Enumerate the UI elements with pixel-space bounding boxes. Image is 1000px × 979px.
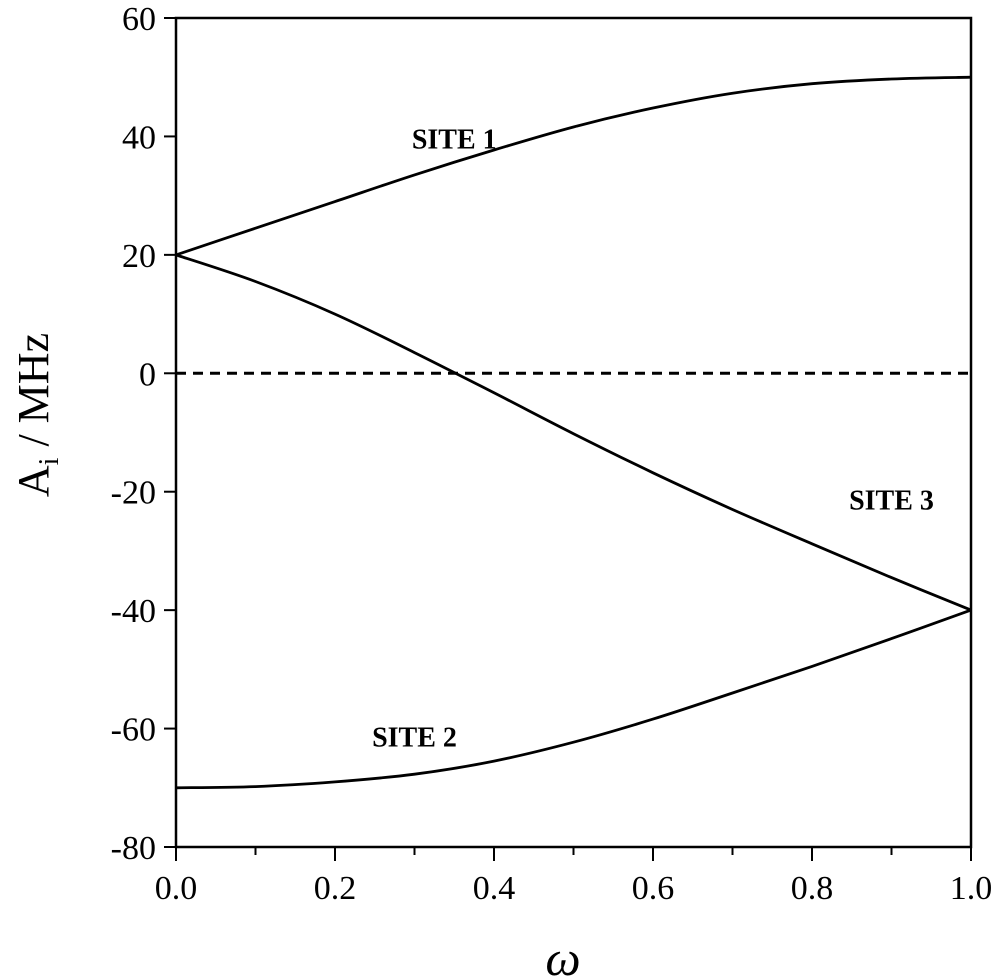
y-tick-label: -40 (111, 593, 156, 630)
series-group (175, 75, 972, 790)
y-axis-title-unit: / MHz (9, 333, 58, 458)
x-tick-label: 0.6 (632, 870, 675, 907)
y-axis-title-subscript: i (34, 457, 65, 465)
x-tick-label: 1.0 (950, 870, 993, 907)
x-tick-label: 0.0 (155, 870, 198, 907)
series-label-site-3: SITE 3 (849, 485, 934, 516)
series-line-site-1 (175, 75, 972, 257)
ticks-group (164, 17, 972, 861)
series-labels-group: SITE 1 SITE 2 SITE 3 (372, 124, 934, 753)
series-label-site-2: SITE 2 (372, 722, 457, 753)
y-axis-title: Ai / MHz (9, 333, 65, 497)
series-line-site-3 (175, 253, 972, 612)
y-tick-label: 20 (122, 238, 156, 275)
x-axis-title: ω (545, 930, 580, 979)
series-line-site-2 (175, 608, 972, 790)
x-tick-label: 0.2 (314, 870, 357, 907)
y-tick-label: -80 (111, 830, 156, 867)
x-tick-label: 0.8 (791, 870, 834, 907)
y-tick-label: -20 (111, 475, 156, 512)
y-axis-title-main: A (9, 465, 58, 497)
x-tick-label: 0.4 (473, 870, 516, 907)
y-tick-label: 0 (139, 356, 156, 393)
y-tick-label: 60 (122, 1, 156, 38)
y-tick-label: 40 (122, 119, 156, 156)
tick-labels-group: 0.0 0.2 0.4 0.6 0.8 1.0 -80 -60 -40 -20 0 20 40 60 (111, 1, 993, 907)
series-label-site-1: SITE 1 (412, 124, 497, 155)
y-tick-label: -60 (111, 712, 156, 749)
